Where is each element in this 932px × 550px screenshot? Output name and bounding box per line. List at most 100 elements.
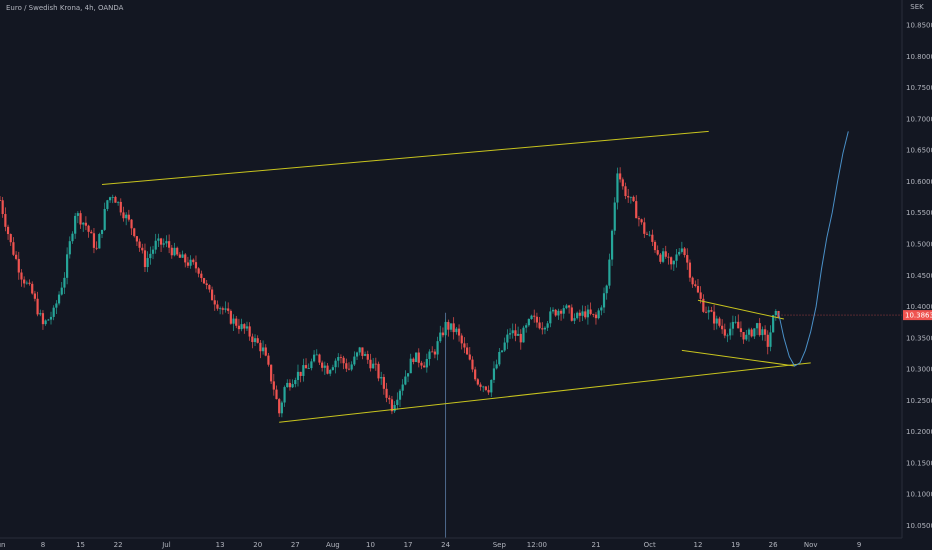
candle-body xyxy=(455,328,458,333)
price-axis[interactable]: 10.05000 10.10000 10.15000 10.20000 10.25000… xyxy=(906,22,932,530)
candle-body xyxy=(291,384,294,388)
candle-body xyxy=(635,201,638,219)
candle-body xyxy=(672,260,675,265)
candle-body xyxy=(6,226,10,235)
candle-body xyxy=(68,241,71,255)
candle-body xyxy=(468,354,471,360)
candle-body xyxy=(726,335,729,337)
candle-body xyxy=(640,219,643,223)
candle-body xyxy=(157,238,160,241)
y-tick-label: 10.40000 xyxy=(906,303,932,311)
candle-body xyxy=(404,376,407,385)
trendline[interactable] xyxy=(681,349,795,367)
candle-body xyxy=(474,369,477,380)
candle-body xyxy=(194,262,198,269)
candle-body xyxy=(208,285,211,290)
y-tick-label: 10.85000 xyxy=(906,22,932,30)
candle-body xyxy=(334,360,337,368)
y-tick-label: 10.20000 xyxy=(906,428,932,436)
candle-body xyxy=(146,258,149,268)
candle-body xyxy=(675,254,678,261)
candle-body xyxy=(721,325,724,330)
candle-body xyxy=(151,249,155,254)
candle-body xyxy=(248,326,251,337)
candle-body xyxy=(117,201,120,203)
candle-body xyxy=(114,196,117,203)
candle-body xyxy=(425,358,428,368)
candle-body xyxy=(452,323,455,333)
candle-body xyxy=(47,319,50,321)
candle-body xyxy=(691,277,694,285)
candle-body xyxy=(412,358,415,363)
candle-body xyxy=(581,311,584,316)
candle-body xyxy=(619,173,622,180)
candle-body xyxy=(342,357,345,364)
x-tick-label: 26 xyxy=(769,541,778,549)
trendlines[interactable] xyxy=(101,130,811,423)
trendline[interactable] xyxy=(101,130,709,186)
candle-body xyxy=(372,363,375,369)
candle-body xyxy=(554,309,557,316)
candle-body xyxy=(479,384,482,387)
candle-body xyxy=(358,347,361,353)
candle-body xyxy=(17,258,20,273)
candle-body xyxy=(219,308,222,310)
candle-body xyxy=(530,315,533,320)
projection-path xyxy=(778,131,849,367)
candle-body xyxy=(549,311,552,324)
candle-body xyxy=(659,254,662,262)
candle-body xyxy=(578,312,581,316)
candle-body xyxy=(52,307,55,317)
x-tick-label: 22 xyxy=(114,541,123,549)
candle-body xyxy=(570,307,573,321)
candle-body xyxy=(600,307,603,311)
candle-body xyxy=(527,319,530,326)
candle-body xyxy=(275,389,278,400)
candle-body xyxy=(747,329,751,335)
candle-body xyxy=(629,196,632,198)
candle-body xyxy=(602,293,606,308)
candle-body xyxy=(159,238,163,245)
candle-body xyxy=(511,330,514,334)
candle-body xyxy=(369,359,372,369)
candle-body xyxy=(712,311,716,324)
candle-body xyxy=(737,321,740,329)
candles[interactable] xyxy=(0,167,780,418)
candle-body xyxy=(441,332,445,336)
candle-body xyxy=(0,200,2,201)
candle-body xyxy=(535,316,539,323)
candle-body xyxy=(307,368,310,369)
candle-body xyxy=(270,364,273,382)
candle-body xyxy=(576,312,579,319)
x-tick-label: Aug xyxy=(326,541,340,549)
candle-body xyxy=(57,294,61,304)
candle-body xyxy=(678,251,681,255)
candle-body xyxy=(519,333,522,343)
candle-body xyxy=(385,388,388,398)
candle-body xyxy=(92,233,96,248)
candle-body xyxy=(661,251,665,262)
candle-body xyxy=(396,399,399,405)
candle-body xyxy=(500,350,504,352)
x-tick-label: Oct xyxy=(644,541,656,549)
candle-body xyxy=(734,321,737,323)
candle-body xyxy=(498,351,501,365)
candle-body xyxy=(624,186,627,197)
candle-body xyxy=(253,338,257,343)
trendline[interactable] xyxy=(279,362,811,423)
candle-body xyxy=(573,318,576,321)
candle-body xyxy=(337,357,340,361)
candle-body xyxy=(315,354,318,356)
candle-body xyxy=(304,365,308,369)
candle-body xyxy=(119,201,122,213)
candle-body xyxy=(36,298,39,315)
candle-body xyxy=(251,336,254,343)
candle-body xyxy=(471,359,474,370)
x-tick-label: 20 xyxy=(253,541,262,549)
time-axis[interactable]: Jun 8 15 22 Jul 13 20 27 Aug 10 17 24 Sep 12:00 21 Oct 1… xyxy=(0,541,861,549)
trendline[interactable] xyxy=(697,299,784,320)
candle-body xyxy=(272,381,275,390)
x-tick-label: Sep xyxy=(493,541,507,549)
y-tick-label: 10.35000 xyxy=(906,334,932,342)
